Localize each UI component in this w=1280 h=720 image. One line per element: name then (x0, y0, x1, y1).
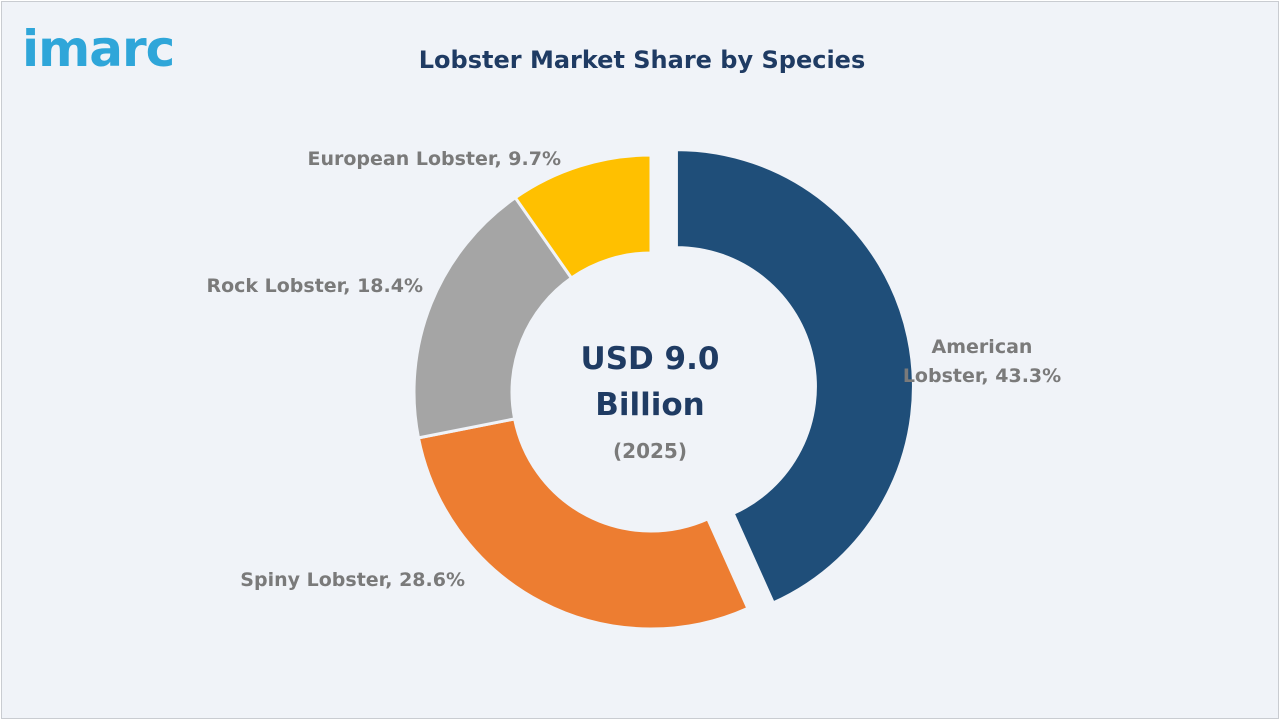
slice-american-lobster (674, 148, 915, 605)
chart-title: Lobster Market Share by Species (418, 46, 866, 74)
slice-spiny-lobster (416, 417, 750, 631)
slice-rock-lobster (412, 196, 573, 440)
slice-label-spiny-lobster: Spiny Lobster, 28.6% (240, 569, 465, 591)
slice-label-european-lobster: European Lobster, 9.7% (307, 148, 561, 170)
imarc-logo: imarc (22, 20, 175, 78)
slice-label-rock-lobster: Rock Lobster, 18.4% (206, 275, 423, 297)
center-value-line: Billion (595, 387, 705, 423)
slice-european-lobster (513, 153, 653, 280)
center-value-line: USD 9.0 (581, 341, 720, 377)
center-year: (2025) (613, 439, 687, 463)
slice-label-american-lobster: American Lobster, 43.3% (903, 336, 1061, 387)
